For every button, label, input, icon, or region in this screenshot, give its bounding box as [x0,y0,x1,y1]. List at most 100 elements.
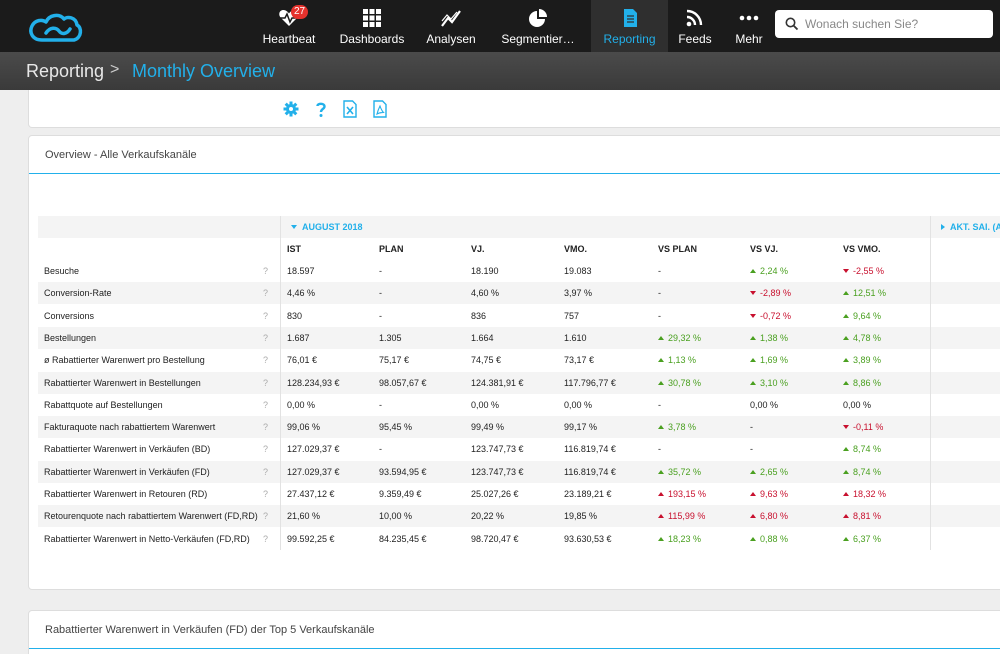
arrow-up-icon [750,469,756,474]
help-icon[interactable]: ? [263,355,269,366]
help-icon[interactable]: ? [263,266,269,276]
help-icon[interactable]: ? [263,399,269,410]
column-header-vs-vj[interactable]: VS VJ. [750,244,779,254]
arrow-up-icon [658,514,664,519]
nav-mehr[interactable]: Mehr [728,0,770,52]
cell-ist: 830 [287,310,303,321]
cell-value: 1,38 % [760,332,789,343]
period-toggle[interactable]: AUGUST 2018 [291,222,363,232]
nav-label: Segmentier… [501,32,575,46]
cell-ist: 127.029,37 € [287,466,340,477]
cloud-logo-icon[interactable] [26,10,84,44]
rss-icon [686,9,703,27]
row-label: Rabattierter Warenwert in Verkäufen (BD) [44,444,211,455]
column-header-plan[interactable]: PLAN [379,244,404,254]
help-icon[interactable]: ? [263,288,269,299]
nav-dashboards[interactable]: Dashboards [336,0,408,52]
cell-plan: - [379,288,382,299]
help-icon[interactable] [313,100,329,118]
arrow-up-icon [750,335,756,340]
help-icon[interactable]: ? [263,466,269,477]
search-input[interactable] [805,15,985,33]
table-row[interactable]: Retourenquote nach rabattiertem Warenwer… [38,505,1000,528]
column-header-vj[interactable]: VJ. [471,244,485,254]
cell-vmo: 99,17 % [564,422,598,433]
help-icon[interactable]: ? [263,422,269,433]
breadcrumb-parent[interactable]: Reporting [26,61,105,81]
chevron-right-icon [941,224,945,230]
next-period-toggle[interactable]: AKT. SAI. (A [941,222,1000,232]
table-row[interactable]: Rabattierter Warenwert in Retouren (RD)?… [38,483,1000,505]
cell-vs-plan: - [658,400,661,410]
search-box[interactable] [775,10,993,38]
column-header-vs-plan[interactable]: VS PLAN [658,244,698,254]
row-label: Conversion-Rate [44,288,112,299]
table-row[interactable]: Bestellungen? 1.687 1.305 1.664 1.610 29,32 %… [38,326,1000,349]
cell-vj: 20,22 % [471,511,505,522]
nav-analysen[interactable]: Analysen [420,0,482,52]
grid-icon [363,9,381,27]
cell-value: 0,88 % [760,533,789,544]
cell-vs-plan: 193,15 % [658,489,706,499]
cell-value: -2,55 % [853,266,885,276]
cell-vj: 836 [471,310,487,321]
table-row[interactable]: Rabattierter Warenwert in Netto-Verkäufe… [38,528,1000,550]
table-row[interactable]: Rabattquote auf Bestellungen? 0,00 % - 0,00… [38,394,1000,416]
table-row[interactable]: Conversion-Rate? 4,46 % - 4,60 % 3,97 % - -2,8… [38,282,1000,305]
nav-feeds[interactable]: Feeds [672,0,718,52]
nav-reporting[interactable]: Reporting [591,0,668,52]
help-icon[interactable]: ? [263,310,269,321]
table-row[interactable]: Rabattierter Warenwert in Verkäufen (BD)… [38,438,1000,460]
table-row[interactable]: Conversions? 830 - 836 757 - -0,72 % 9,64 % [38,305,1000,327]
table-row[interactable]: Fakturaquote nach rabattiertem Warenwert… [38,416,1000,439]
cell-value: 18,23 % [668,533,702,544]
cell-vmo: 757 [564,310,580,321]
cell-plan: - [379,266,382,276]
help-icon[interactable]: ? [263,444,269,455]
cell-vs-plan: 115,99 % [658,511,705,521]
cell-value: - [658,266,661,276]
nav-segmentierung[interactable]: Segmentier… [494,0,582,52]
row-label: Besuche [44,266,80,276]
cell-vs-vj: 1,69 % [750,355,788,365]
table-row[interactable]: Rabattierter Warenwert in Bestellungen? 1… [38,371,1000,394]
table-row[interactable]: Rabattierter Warenwert in Verkäufen (FD)… [38,460,1000,483]
cell-vs-vmo: 8,86 % [843,378,881,388]
column-header-ist[interactable]: IST [287,244,302,254]
help-icon[interactable]: ? [263,377,269,388]
arrow-up-icon [658,358,664,363]
excel-export-icon[interactable] [342,100,358,118]
cell-vj: 74,75 € [471,355,502,366]
cell-vs-vj: 1,38 % [750,333,788,343]
arrow-up-icon [843,492,849,496]
cell-vs-plan: 18,23 % [658,534,701,544]
cell-ist: 76,01 € [287,355,318,366]
column-header-vmo[interactable]: VMO. [564,244,588,254]
column-header-vs-vmo[interactable]: VS VMO. [843,244,881,254]
cell-value: 1,69 % [760,355,789,366]
cell-vmo: 117.796,77 € [564,377,616,388]
table-row[interactable]: Besuche? 18.597 - 18.190 19.083 - 2,24 % -2,55 … [38,260,1000,282]
row-label: ø Rabattierter Warenwert pro Bestellung [44,355,205,366]
cell-value: -0,11 % [853,422,884,433]
panel-divider [29,648,1000,649]
pdf-export-icon[interactable] [372,100,388,118]
nav-heartbeat[interactable]: 27 Heartbeat [258,0,320,52]
pie-chart-icon [529,9,547,27]
cell-vs-vj: -2,89 % [750,288,791,298]
cell-vs-vmo: 12,51 % [843,288,886,298]
gear-icon[interactable] [283,100,299,118]
chevron-down-icon [291,225,297,229]
arrow-up-icon [658,425,664,430]
cell-vs-plan: 30,78 % [658,378,701,388]
help-icon[interactable]: ? [263,533,269,544]
nav-label: Heartbeat [262,32,316,46]
table-row[interactable]: ø Rabattierter Warenwert pro Bestellung?… [38,349,1000,371]
help-icon[interactable]: ? [263,332,269,343]
cell-vs-vj: 2,65 % [750,467,788,477]
arrow-down-icon [750,291,756,296]
help-icon[interactable]: ? [263,511,269,522]
row-label: Rabattierter Warenwert in Retouren (RD) [44,489,208,499]
breadcrumb-separator: > [110,61,120,78]
help-icon[interactable]: ? [263,489,269,499]
